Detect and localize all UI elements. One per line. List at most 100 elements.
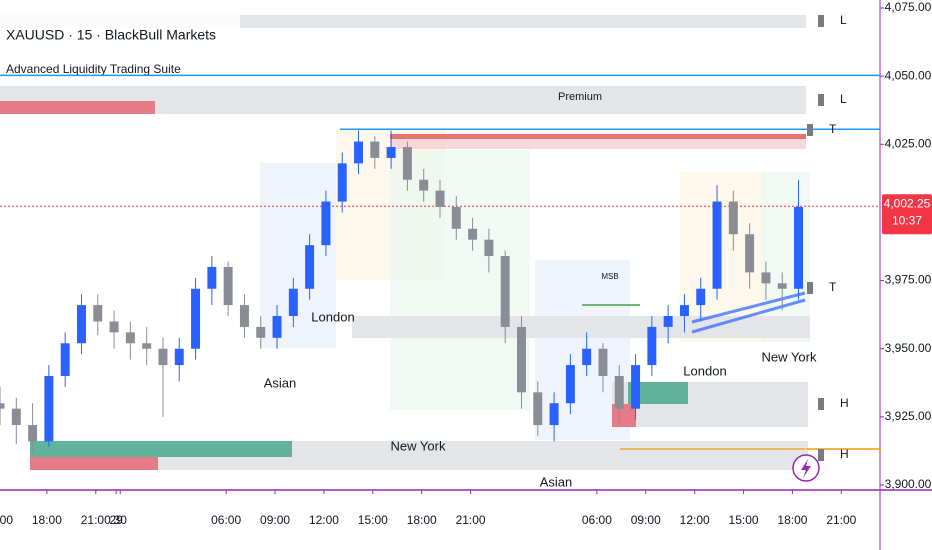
y-tick-label: 3,900.00 [885,477,932,491]
y-tick-label: 4,050.00 [885,68,932,82]
session-label: Premium [558,91,602,103]
session-label: New York [762,349,817,364]
candle-body [386,147,396,158]
candle-body [11,408,21,426]
candle-body [777,283,787,289]
last-price-label: 4,002.25 [884,196,931,210]
x-tick-label: 18:00 [407,513,437,527]
candle-body [109,321,119,333]
candle-body [435,190,445,207]
candle-body [402,147,412,180]
candle-body [565,365,575,404]
candle-body [256,326,266,338]
side-label: H [840,396,849,410]
x-tick-label: 15:00 [358,513,388,527]
x-tick-label: 18:00 [32,513,62,527]
zones [0,15,820,482]
indicator-name: Advanced Liquidity Trading Suite [6,62,181,76]
candle-body [77,305,86,344]
side-icon [818,449,824,461]
candle-body [728,201,738,235]
candle-body [745,234,755,273]
candle-body [321,201,331,246]
candle-body [44,375,54,442]
candle-body [451,206,461,229]
y-tick-label: 3,975.00 [885,273,932,287]
side-label: T [829,280,837,294]
side-label: H [840,447,849,461]
candle-body [517,326,526,393]
x-tick-label: 21:00 [826,513,856,527]
candle-body [484,239,494,257]
candle-body [582,348,592,366]
price-axis-bg [881,0,932,489]
candle-body [288,288,298,317]
candle-body [174,348,184,366]
candle-body [93,305,103,322]
side-label: L [840,92,847,106]
side-label: L [840,13,847,27]
candle-body [354,141,363,164]
candle-body [647,326,657,366]
candle-body [712,201,722,289]
candle-body [419,179,429,191]
x-tick-label: 09:00 [260,513,290,527]
y-tick-label: 3,950.00 [885,341,932,355]
x-tick-label: 29 [109,513,123,527]
candle-body [272,316,282,338]
candle-body [239,305,249,327]
x-tick-label: 06:00 [211,513,241,527]
candle-body [125,332,135,344]
x-tick-label: 15:00 [729,513,759,527]
candle-body [500,256,510,327]
y-tick-label: 4,075.00 [885,0,932,14]
candle-body [142,343,152,349]
last-price-box [882,194,932,235]
x-tick-label: 12:00 [680,513,710,527]
side-icon [818,94,824,106]
candle-body [223,266,233,306]
x-tick-label: 06:00 [582,513,612,527]
candle-body [0,403,5,409]
candle-body [533,392,543,426]
session-label: Asian [264,375,297,390]
candle-body [191,288,201,349]
side-icon [818,15,824,27]
side-icon [807,282,813,294]
y-tick-label: 3,925.00 [885,409,932,423]
candle-body [468,228,478,240]
x-tick-label: 15:00 [0,513,13,527]
candle-body [761,272,771,284]
x-tick-label: 30 [114,513,128,527]
session-label: London [311,309,354,324]
x-tick-label: 21:00 [456,513,486,527]
candle-body [663,316,673,327]
candle-body [207,266,217,289]
x-tick-label: 21:00 [81,513,111,527]
session-label: New York [391,438,446,453]
candle-body [370,141,380,158]
y-tick-label: 4,025.00 [885,136,932,150]
candle-body [679,305,689,317]
candle-body [60,343,70,376]
side-icon [818,398,824,410]
side-icon [807,124,813,136]
x-tick-label: 09:00 [631,513,661,527]
session-label: London [683,363,726,378]
countdown-label: 10:37 [892,213,922,227]
candle-body [631,365,641,409]
candle-body [305,245,315,289]
candle-body [28,425,38,442]
x-tick-label: 12:00 [309,513,339,527]
candle-body [337,163,347,202]
candle-body [614,375,624,409]
candle-body [794,206,803,289]
candle-body [696,288,706,306]
session-label: Asian [540,474,573,489]
candle-body [549,403,559,426]
x-tick-label: 18:00 [777,513,807,527]
side-label: T [829,122,837,136]
candle-body [598,348,608,376]
session-label: MSB [601,272,618,281]
